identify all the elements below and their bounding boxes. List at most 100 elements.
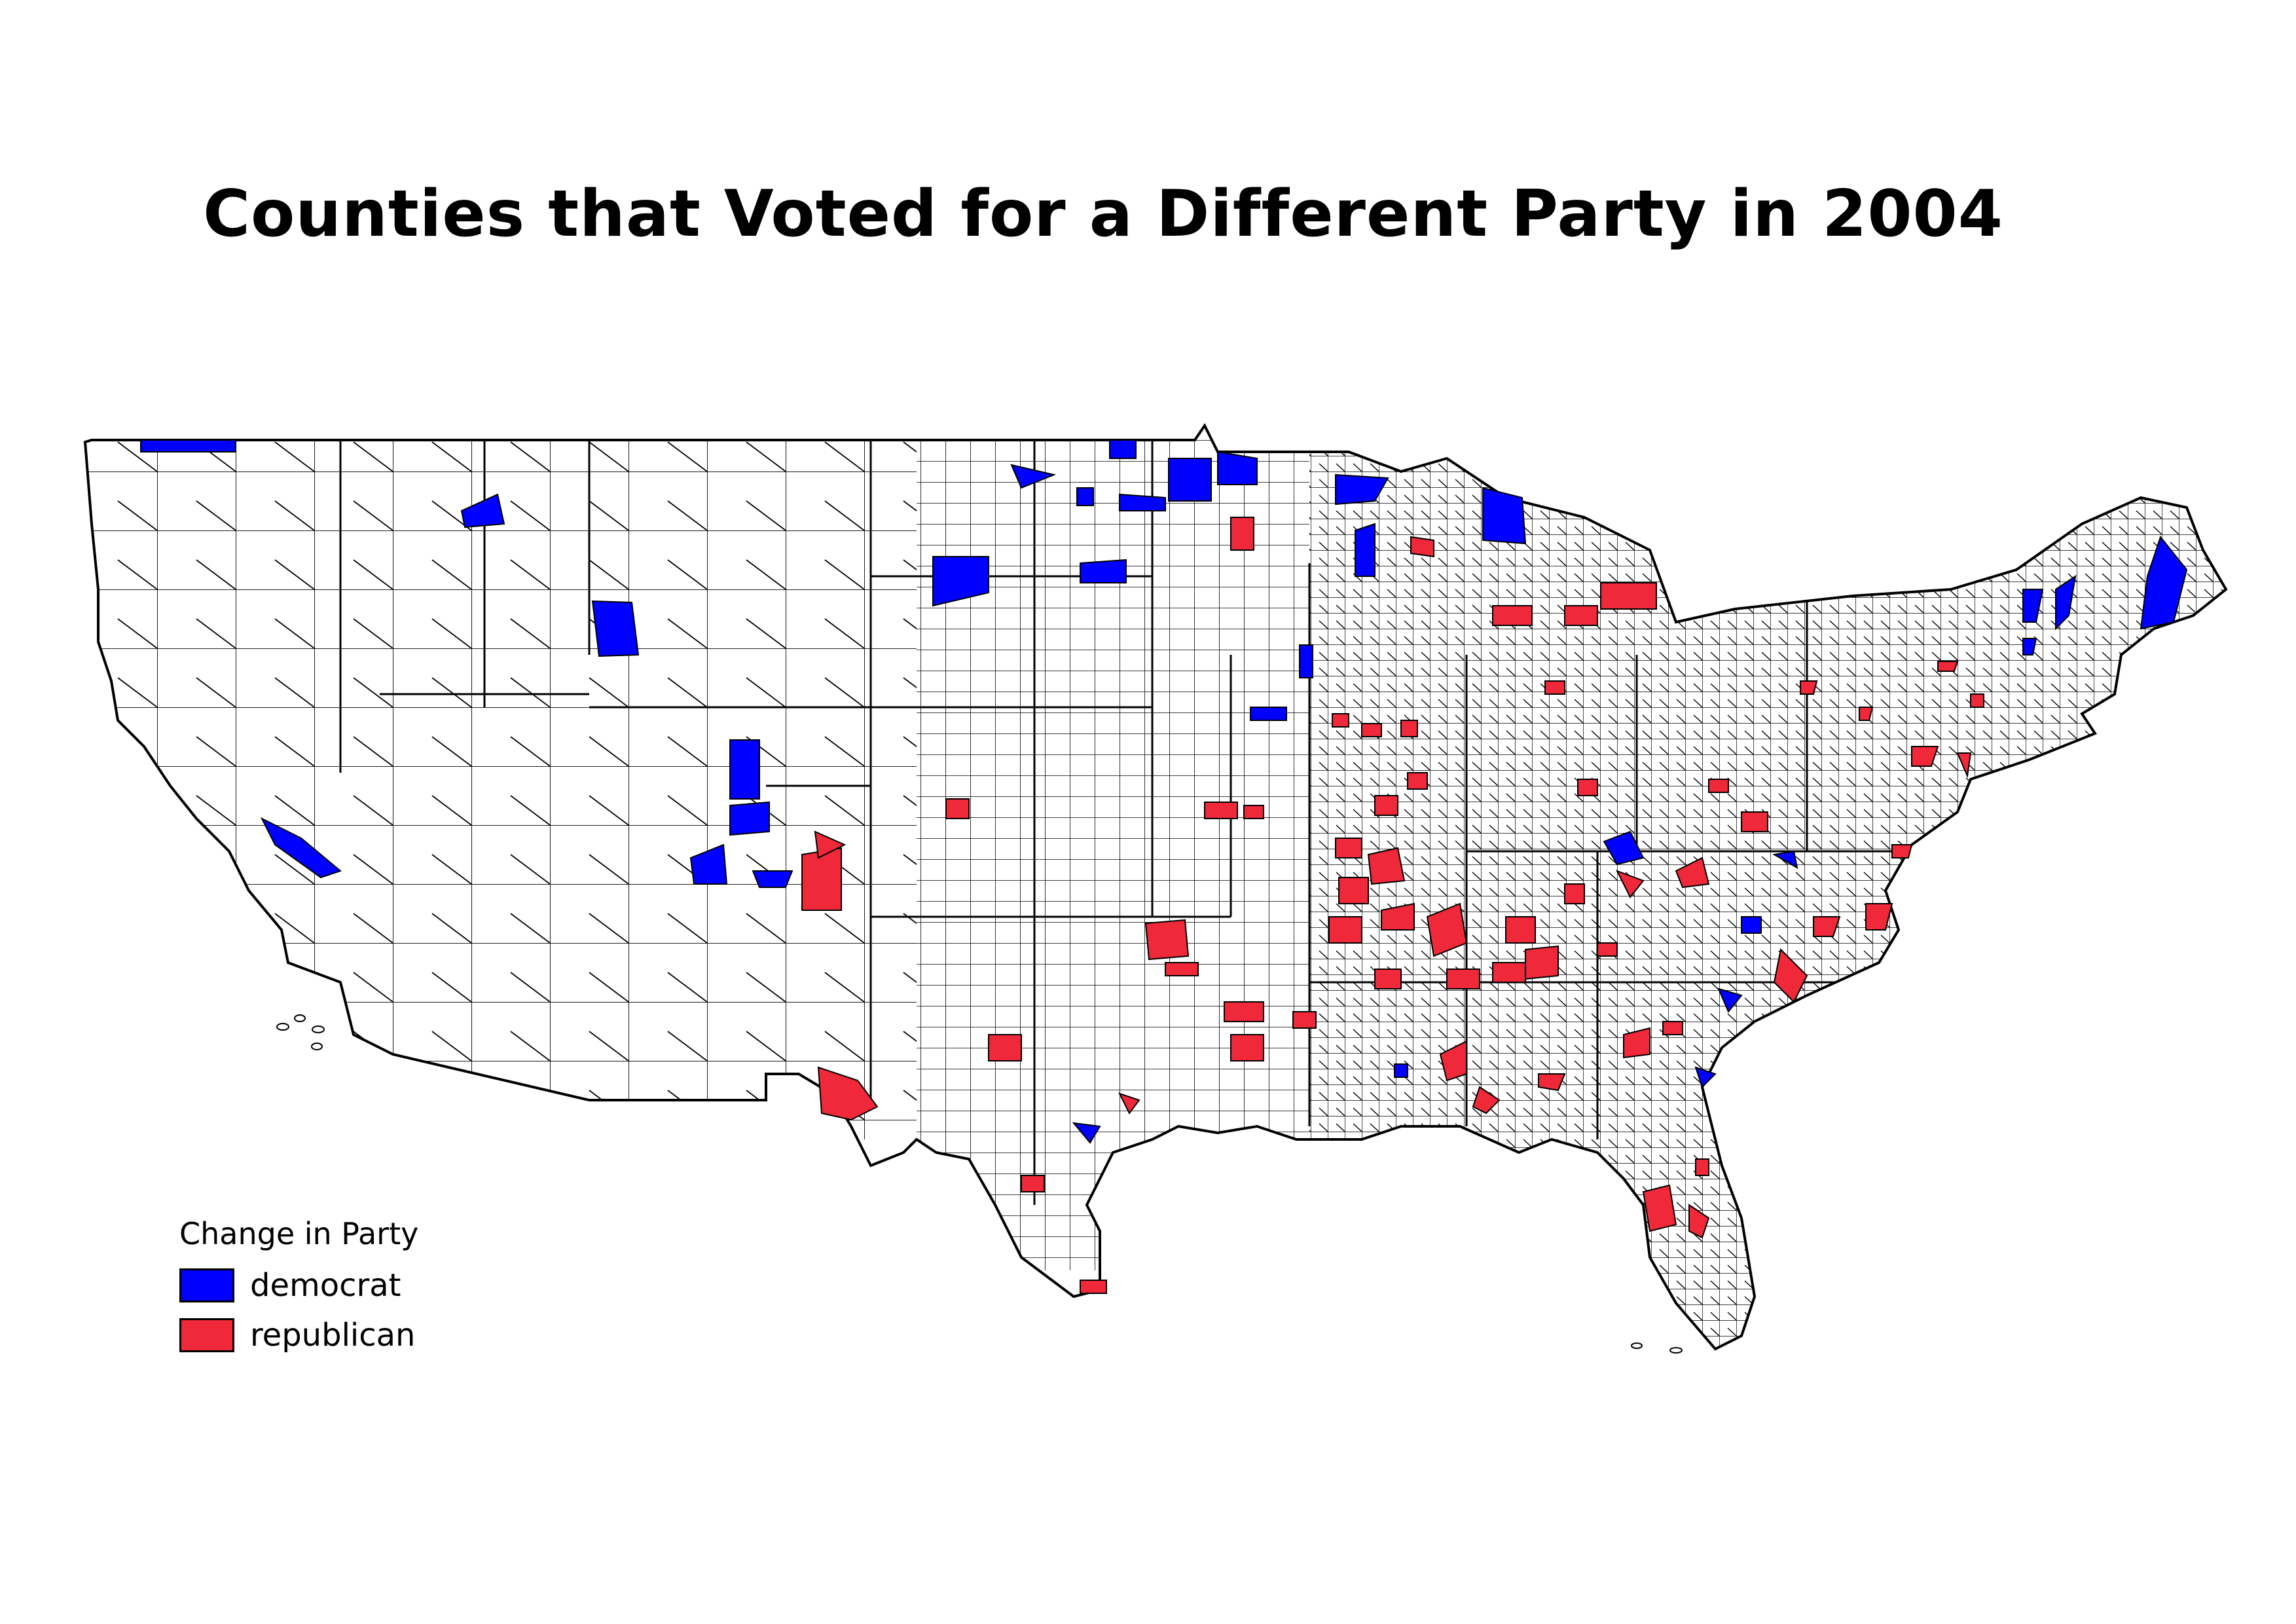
- legend-item-republican: republican: [179, 1310, 418, 1360]
- democrat-county: [1335, 473, 1389, 506]
- republican-county: [1937, 661, 1959, 672]
- democrat-county: [2022, 638, 2037, 655]
- republican-county: [1472, 1086, 1501, 1115]
- democrat-county: [1250, 707, 1287, 721]
- republican-county: [1688, 1204, 1710, 1239]
- republican-county: [1446, 969, 1480, 989]
- republican-county: [1911, 746, 1939, 767]
- republican-county: [1544, 680, 1565, 695]
- democrat-county: [1299, 644, 1313, 678]
- republican-county: [1224, 1001, 1264, 1022]
- democrat-county: [1217, 451, 1258, 485]
- republican-swatch: [179, 1318, 234, 1352]
- republican-county: [1335, 838, 1362, 858]
- democrat-county: [729, 739, 760, 800]
- republican-county: [1338, 877, 1369, 904]
- democrat-county: [2055, 574, 2077, 631]
- democrat-county: [1072, 1122, 1101, 1144]
- republican-county: [1407, 772, 1428, 790]
- republican-county: [1956, 752, 1972, 779]
- republican-county: [1600, 582, 1657, 610]
- republican-county: [1564, 883, 1585, 904]
- republican-county: [801, 847, 842, 911]
- republican-county: [988, 1034, 1022, 1061]
- democrat-county: [1717, 987, 1743, 1013]
- democrat-county: [1076, 487, 1094, 506]
- republican-county: [1367, 847, 1406, 885]
- republican-county: [1374, 969, 1402, 989]
- republican-county: [1970, 693, 1984, 708]
- republican-county: [1230, 517, 1254, 551]
- republican-county: [1577, 779, 1598, 796]
- republican-county: [1292, 1011, 1317, 1029]
- republican-county: [1741, 811, 1768, 832]
- legend-title: Change in Party: [179, 1216, 419, 1251]
- democrat-county: [2022, 589, 2044, 623]
- republican-county: [1426, 902, 1468, 957]
- republican-county: [1642, 1184, 1677, 1232]
- republican-county: [1538, 1073, 1566, 1092]
- republican-county: [1695, 1158, 1709, 1176]
- republican-counties: [801, 517, 1984, 1294]
- democrat-county: [260, 817, 342, 879]
- republican-county: [1800, 680, 1818, 695]
- democrat-county: [2140, 535, 2188, 630]
- democrat-county: [140, 439, 236, 452]
- republican-county: [1080, 1280, 1107, 1294]
- republican-county: [1204, 802, 1238, 819]
- republican-county: [1708, 779, 1729, 793]
- republican-county: [1505, 916, 1536, 944]
- republican-county: [1662, 1021, 1683, 1035]
- republican-county: [1439, 1040, 1467, 1082]
- republican-county: [1891, 844, 1913, 858]
- democrat-county: [1741, 916, 1762, 934]
- republican-county: [1165, 962, 1199, 976]
- republican-county: [1675, 857, 1710, 889]
- republican-county: [1410, 536, 1434, 558]
- republican-county: [945, 798, 970, 819]
- republican-county: [1865, 903, 1893, 931]
- republican-county: [1328, 916, 1362, 944]
- democrat-county: [1772, 850, 1798, 869]
- map-title: Counties that Voted for a Different Part…: [203, 177, 2003, 251]
- republican-county: [1859, 707, 1874, 721]
- republican-county: [1813, 916, 1841, 937]
- republican-county: [1623, 1027, 1650, 1059]
- democrat-county: [729, 801, 770, 836]
- republican-county: [1021, 1175, 1045, 1192]
- democrat-county: [591, 600, 640, 657]
- democrat-county: [1355, 523, 1376, 577]
- islands: [276, 1014, 1683, 1354]
- republican-county: [1400, 720, 1418, 737]
- democrat-county: [932, 556, 989, 607]
- republican-county: [1597, 942, 1618, 957]
- republican-county: [1492, 605, 1533, 626]
- democrat-county: [1119, 493, 1166, 511]
- republican-county: [1773, 948, 1808, 1003]
- republican-county: [1492, 962, 1526, 983]
- legend-item-democrat: democrat: [179, 1261, 418, 1310]
- democrat-county: [1109, 439, 1137, 459]
- democrat-county: [1482, 487, 1527, 545]
- republican-county: [1381, 902, 1415, 931]
- democrat-county: [1168, 458, 1212, 502]
- democrat-county: [1603, 830, 1645, 866]
- legend-label: republican: [250, 1317, 416, 1354]
- republican-county: [1243, 805, 1264, 819]
- republican-county: [1118, 1092, 1140, 1115]
- legend: Change in Party democrat republican: [179, 1216, 418, 1360]
- democrat-county: [1694, 1066, 1717, 1088]
- democrat-county: [1394, 1063, 1408, 1078]
- democrat-county: [689, 843, 728, 885]
- republican-county: [1332, 713, 1349, 728]
- democrat-county: [460, 493, 505, 528]
- republican-county: [1374, 795, 1398, 816]
- democrat-county: [1080, 559, 1127, 583]
- republican-county: [1525, 945, 1559, 980]
- republican-county: [1564, 605, 1598, 626]
- republican-county: [1615, 870, 1645, 898]
- state-boundaries: [339, 440, 1899, 1205]
- republican-county: [814, 830, 847, 859]
